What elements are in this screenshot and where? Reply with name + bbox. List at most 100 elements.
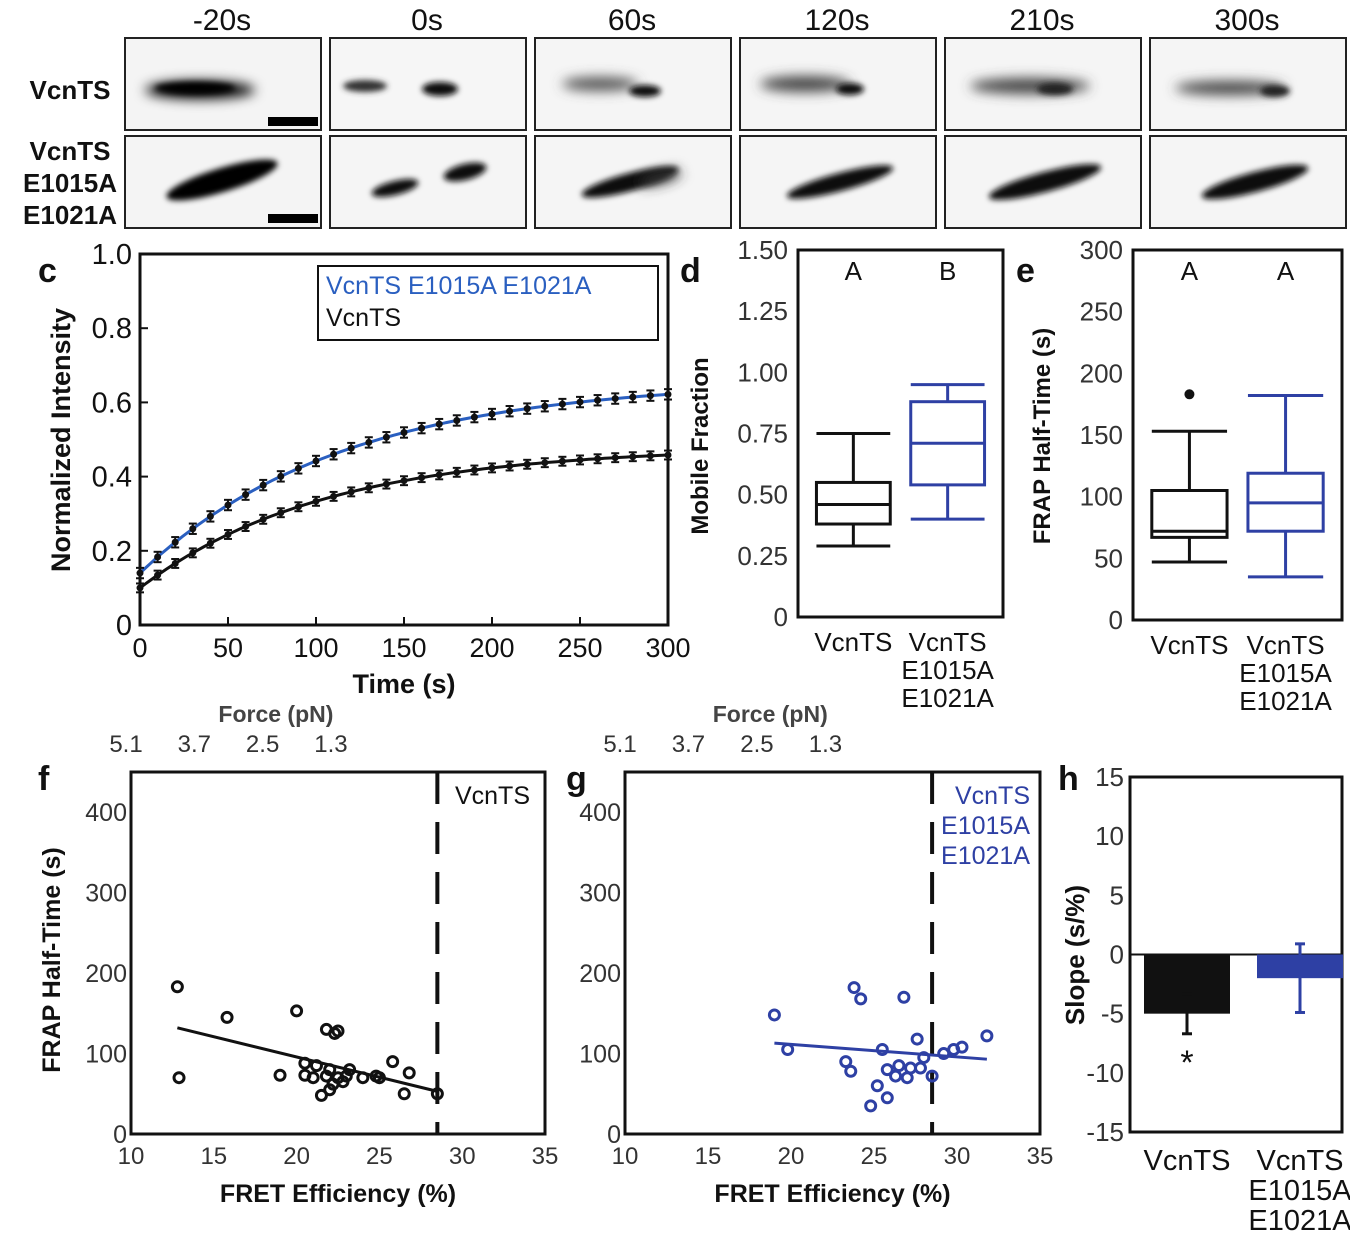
scatter-point (980, 1029, 994, 1043)
data-point (171, 559, 179, 567)
data-point (347, 444, 355, 452)
data-point (646, 392, 654, 400)
data-point (294, 503, 302, 511)
panel-letter-d: d (680, 252, 701, 290)
data-point (224, 530, 232, 538)
scatter-point (889, 1069, 903, 1083)
data-point (347, 488, 355, 496)
x-axis-label: FRET Efficiency (%) (220, 1180, 456, 1208)
data-point (435, 420, 443, 428)
y-tick-label: 0 (1109, 605, 1123, 635)
legend-entry: VcnTS (326, 304, 401, 332)
scatter-point (323, 1063, 337, 1077)
x-axis-label: Time (s) (352, 669, 455, 699)
data-point (576, 398, 584, 406)
timepoint-label: 300s (1214, 4, 1279, 37)
data-point (294, 464, 302, 472)
chart-e-frap-halftime: 050100150200250300AVcnTSAVcnTSE1015AE102… (1029, 235, 1344, 716)
scatter-point (910, 1032, 924, 1046)
top-axis-label: Force (pN) (713, 701, 828, 727)
scale-bar (268, 214, 318, 223)
plot-title: VcnTS (955, 782, 1030, 810)
data-point (382, 433, 390, 441)
plot-frame (623, 770, 1042, 1136)
x-tick-label: 100 (293, 633, 338, 663)
data-point (277, 509, 285, 517)
y-tick-label: 0.25 (737, 541, 788, 571)
y-axis-label: FRAP Half-Time (s) (1029, 328, 1056, 544)
significance-letter: A (1181, 256, 1199, 286)
x-tick-label: 35 (532, 1143, 559, 1170)
scatter-point (913, 1061, 927, 1075)
x-tick-label: 50 (213, 633, 243, 663)
y-tick-label: 100 (85, 1041, 127, 1069)
scatter-point (386, 1055, 400, 1069)
top-tick-label: 3.7 (178, 731, 211, 758)
scatter-point (925, 1069, 939, 1083)
timepoint-label: -20s (193, 4, 251, 37)
x-tick-label: 200 (469, 633, 514, 663)
y-tick-label: 0 (1110, 940, 1124, 970)
micrograph-b-210s (944, 135, 1142, 229)
category-label: E1021A (901, 683, 994, 713)
scatter-point (372, 1071, 386, 1085)
data-point (365, 438, 373, 446)
micrograph-a-300s (1149, 37, 1347, 131)
micrograph-b-300s (1149, 135, 1347, 229)
scatter-point (880, 1063, 894, 1077)
x-tick-label: 250 (557, 633, 602, 663)
row-label-a: VcnTS (30, 75, 111, 105)
data-point (470, 466, 478, 474)
data-point (558, 400, 566, 408)
data-point (646, 452, 654, 460)
outlier-point (1184, 389, 1195, 400)
scatter-point (430, 1087, 444, 1101)
scatter-point (767, 1008, 781, 1022)
plot-frame (1131, 248, 1344, 622)
chart-f-scatter-vcnts: 10 15 20 25 30 35 0 100 200 300 400 5.1 3.7 2.5 1.3 For… (38, 701, 558, 1208)
data-point (576, 456, 584, 464)
micrograph-a-210s (944, 37, 1142, 131)
data-point (330, 492, 338, 500)
scatter-point (875, 1043, 889, 1057)
chart-d-mobile-fraction: 00.250.500.751.001.251.50AVcnTSBVcnTSE10… (687, 235, 1005, 713)
category-label: E1015A (1239, 658, 1332, 688)
y-tick-label: 100 (1080, 482, 1123, 512)
scatter-point (290, 1004, 304, 1018)
y-tick-label: 300 (85, 880, 127, 908)
fit-curve-vcnts (139, 453, 669, 590)
category-label: VcnTS (1150, 630, 1228, 660)
data-point (400, 428, 408, 436)
data-point (506, 407, 514, 415)
category-label: E1021A (1248, 1205, 1350, 1236)
significance-letter: A (1277, 256, 1295, 286)
scatter-point (870, 1079, 884, 1093)
data-point (611, 395, 619, 403)
plot-title: E1015A (941, 812, 1030, 840)
fit-line (774, 1041, 987, 1061)
micrograph-a-m20s (124, 37, 322, 131)
data-point (259, 481, 267, 489)
y-tick-label: 150 (1080, 420, 1123, 450)
micrograph-a-60s (534, 37, 732, 131)
top-tick-label: 5.1 (109, 731, 142, 758)
box-iqr (1150, 489, 1229, 539)
data-point (611, 454, 619, 462)
top-tick-label: 3.7 (672, 731, 705, 758)
y-tick-label: 250 (1080, 297, 1123, 327)
scatter-point (172, 1071, 186, 1085)
top-tick-label: 2.5 (740, 731, 773, 758)
x-tick-label: 150 (381, 633, 426, 663)
y-tick-label: 50 (1094, 543, 1123, 573)
y-tick-label: 5 (1110, 880, 1124, 910)
scatter-point (343, 1063, 357, 1077)
x-tick-label: 25 (861, 1143, 888, 1170)
x-tick-label: 15 (200, 1143, 227, 1170)
y-tick-label: 300 (1080, 235, 1123, 265)
panel-letter-f: f (38, 760, 50, 798)
scatter-point (331, 1024, 345, 1038)
scatter-point (273, 1068, 287, 1082)
x-tick-label: 0 (132, 633, 147, 663)
y-tick-label: 0.6 (92, 387, 132, 419)
